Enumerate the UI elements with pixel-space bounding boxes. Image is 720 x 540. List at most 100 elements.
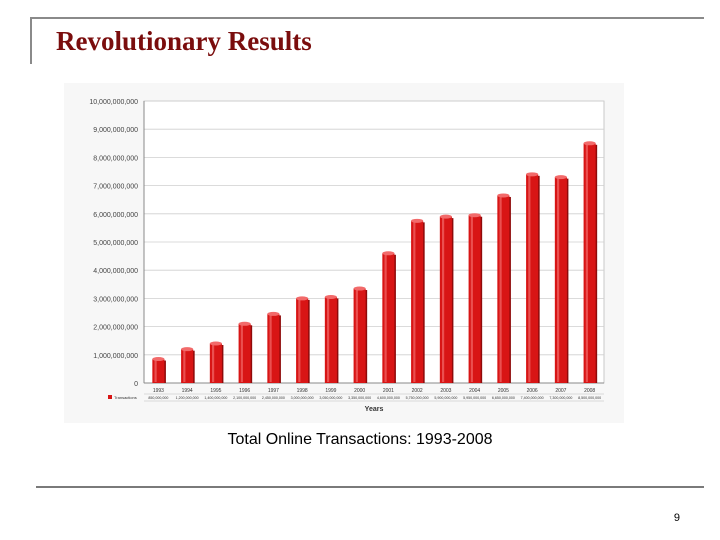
x-tick-label: 1996: [239, 388, 250, 394]
slide-title: Revolutionary Results: [56, 26, 312, 56]
x-tick-label: 2003: [440, 388, 451, 394]
data-table-value: 1,400,000,000: [204, 396, 227, 400]
bar-top: [411, 218, 424, 223]
x-tick-label: 2006: [527, 388, 538, 394]
bar-1994: [181, 349, 194, 383]
bar-2000: [353, 288, 366, 383]
y-tick-label: 6,000,000,000: [93, 212, 138, 219]
page-number: 9: [673, 512, 680, 524]
bar-top: [583, 141, 596, 146]
bar-top: [526, 172, 539, 177]
bar-1997: [267, 313, 280, 383]
bar-2002: [411, 220, 424, 383]
bar-top: [554, 175, 567, 180]
x-tick-label: 2007: [555, 388, 566, 394]
bar-highlight: [298, 299, 301, 382]
bar-highlight: [212, 344, 215, 382]
x-tick-label: 2002: [412, 388, 423, 394]
bar-2001: [382, 253, 395, 383]
bar-2007: [554, 177, 567, 383]
bar-top: [468, 213, 481, 218]
data-table-value: 5,900,000,000: [434, 396, 457, 400]
bar-chart: 0 1,000,000,000 2,000,000,000 3,000,000,000…: [64, 83, 624, 423]
bar-top: [296, 296, 309, 301]
bar-highlight: [269, 314, 272, 382]
y-tick-label: 5,000,000,000: [93, 240, 138, 247]
top-rule: [30, 17, 704, 19]
bar-highlight: [528, 175, 531, 382]
data-table-value: 5,750,000,000: [406, 396, 429, 400]
data-table-value: 1,200,000,000: [176, 396, 199, 400]
bar-2003: [439, 216, 452, 383]
data-table-value: 2,450,000,000: [262, 396, 285, 400]
data-table-value: 7,400,000,000: [521, 396, 544, 400]
x-tick-label: 2005: [498, 388, 509, 394]
x-tick-label: 1998: [297, 388, 308, 394]
bar-highlight: [154, 360, 157, 382]
y-tick-label: 8,000,000,000: [93, 155, 138, 162]
bar-highlight: [327, 297, 330, 382]
data-table-value: 6,650,000,000: [492, 396, 515, 400]
bar-2004: [468, 215, 481, 383]
bar-1999: [324, 296, 337, 383]
chart-caption: Total Online Transactions: 1993-2008: [227, 431, 493, 448]
bar-highlight: [470, 216, 473, 382]
data-table-value: 5,950,000,000: [463, 396, 486, 400]
bar-highlight: [240, 324, 243, 382]
data-table-value: 3,000,000,000: [291, 396, 314, 400]
y-tick-label: 3,000,000,000: [93, 296, 138, 303]
data-table-value: 8,500,000,000: [578, 396, 601, 400]
x-tick-label: 2004: [469, 388, 480, 394]
bar-top: [238, 321, 251, 326]
bar-2008: [583, 143, 596, 383]
y-tick-label: 7,000,000,000: [93, 184, 138, 191]
x-tick-label: 1997: [268, 388, 279, 394]
bar-highlight: [384, 254, 387, 382]
bar-top: [267, 311, 280, 316]
bar-2005: [497, 195, 510, 383]
bar-top: [497, 193, 510, 198]
bar-top: [324, 294, 337, 299]
data-table-value: 7,300,000,000: [549, 396, 572, 400]
x-tick-label: 2000: [354, 388, 365, 394]
y-tick-label: 9,000,000,000: [93, 127, 138, 134]
x-tick-label: 2001: [383, 388, 394, 394]
bottom-rule: [36, 486, 704, 488]
data-table-value: 2,100,000,000: [233, 396, 256, 400]
y-tick-label: 2,000,000,000: [93, 325, 138, 332]
x-axis-label: Years: [365, 406, 384, 413]
bar-top: [209, 341, 222, 346]
x-tick-label: 1995: [210, 388, 221, 394]
bar-1996: [238, 323, 251, 383]
bar-top: [382, 251, 395, 256]
bar-highlight: [585, 144, 588, 382]
bar-top: [152, 357, 165, 362]
legend-swatch: [108, 395, 112, 399]
bar-highlight: [499, 196, 502, 382]
y-tick-label: 0: [134, 381, 138, 388]
bar-top: [439, 214, 452, 219]
bar-highlight: [413, 221, 416, 382]
data-table-value: 850,000,000: [148, 396, 168, 400]
y-tick-label: 10,000,000,000: [89, 99, 138, 106]
bar-1995: [209, 343, 222, 383]
chart-container: 0 1,000,000,000 2,000,000,000 3,000,000,000…: [64, 83, 624, 423]
legend-label: Transactions: [114, 395, 137, 400]
bar-1998: [296, 298, 309, 383]
y-tick-label: 4,000,000,000: [93, 268, 138, 275]
x-tick-label: 1999: [325, 388, 336, 394]
bar-top: [353, 286, 366, 291]
x-tick-label: 2008: [584, 388, 595, 394]
data-table-value: 3,350,000,000: [348, 396, 371, 400]
left-rule: [30, 17, 32, 64]
bar-top: [181, 347, 194, 352]
bar-1993: [152, 359, 165, 383]
bar-highlight: [557, 178, 560, 382]
bar-highlight: [183, 350, 186, 382]
x-tick-label: 1993: [153, 388, 164, 394]
y-tick-label: 1,000,000,000: [93, 353, 138, 360]
bar-highlight: [442, 217, 445, 382]
data-table-value: 3,050,000,000: [319, 396, 342, 400]
bar-highlight: [355, 289, 358, 382]
data-table-value: 4,600,000,000: [377, 396, 400, 400]
